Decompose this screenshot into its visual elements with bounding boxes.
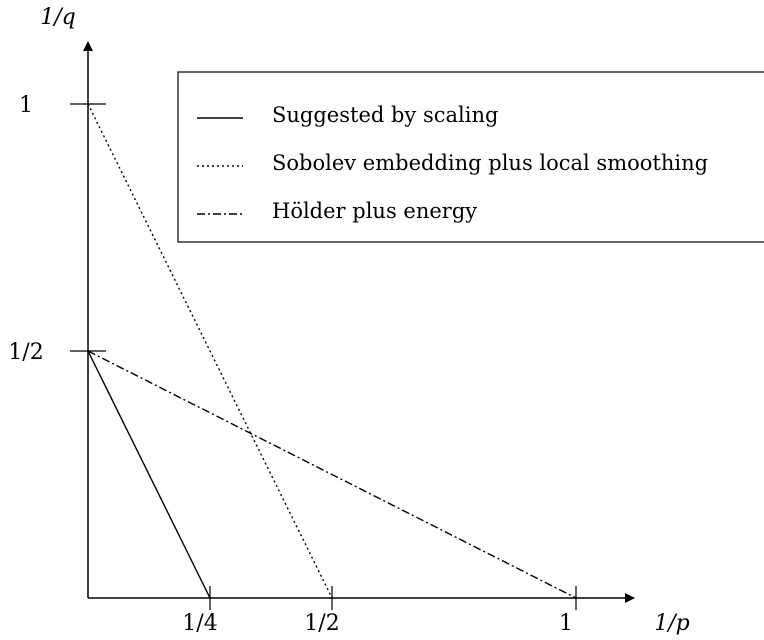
legend-label: Sobolev embedding plus local smoothing [272,151,708,175]
x-tick-label: 1/2 [304,611,339,636]
y-axis-label: 1/q [40,5,76,30]
legend: Suggested by scaling Sobolev embedding pl… [177,71,764,243]
x-axis-label: 1/p [654,611,690,636]
series-line [87,350,211,599]
series-line [87,350,577,599]
labels: 1/q 1/p [40,5,690,636]
legend-label: Suggested by scaling [272,103,498,127]
legend-box [177,71,764,243]
axes [83,41,635,603]
y-tick-label: 1 [19,93,33,118]
x-tick-label: 1 [559,611,573,636]
y-tick-label: 1/2 [8,340,43,365]
series-layer [87,103,577,599]
ticks: 1/4 1/2 1 1/2 1 [8,93,577,636]
legend-label: Hölder plus energy [272,199,477,223]
series-line [87,103,333,599]
x-tick-label: 1/4 [182,611,217,636]
